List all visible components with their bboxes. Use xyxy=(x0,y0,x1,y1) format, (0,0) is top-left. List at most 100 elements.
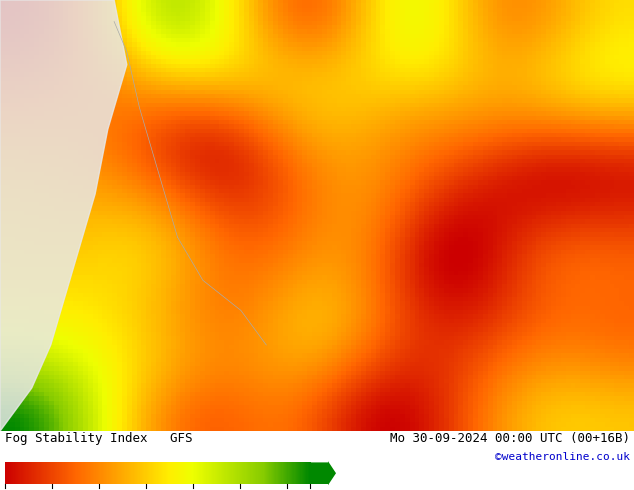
Bar xyxy=(150,463,152,484)
Bar xyxy=(179,463,181,484)
Bar xyxy=(243,463,245,484)
Bar xyxy=(13,463,15,484)
Bar xyxy=(56,463,58,484)
Bar xyxy=(266,463,268,484)
Bar xyxy=(99,463,101,484)
Bar xyxy=(136,463,138,484)
Bar xyxy=(202,463,204,484)
Bar xyxy=(39,463,40,484)
Bar xyxy=(214,463,215,484)
Bar xyxy=(199,463,201,484)
Bar xyxy=(103,463,105,484)
Bar xyxy=(98,463,100,484)
Bar xyxy=(120,463,122,484)
Bar xyxy=(92,463,94,484)
Bar xyxy=(157,463,159,484)
Bar xyxy=(228,463,230,484)
Bar xyxy=(54,463,56,484)
Bar xyxy=(250,463,252,484)
Bar xyxy=(268,463,270,484)
Bar xyxy=(141,463,143,484)
Bar xyxy=(126,463,127,484)
Bar xyxy=(110,463,112,484)
Bar xyxy=(152,463,153,484)
Bar xyxy=(6,463,8,484)
Bar xyxy=(50,463,52,484)
Bar xyxy=(249,463,251,484)
Bar xyxy=(295,463,296,484)
Bar xyxy=(279,463,281,484)
Bar xyxy=(161,463,163,484)
Bar xyxy=(183,463,184,484)
Bar xyxy=(297,463,299,484)
Bar xyxy=(44,463,46,484)
Bar xyxy=(207,463,209,484)
Bar xyxy=(5,463,7,484)
Bar xyxy=(115,463,116,484)
Bar xyxy=(176,463,177,484)
Bar xyxy=(16,463,17,484)
Bar xyxy=(65,463,67,484)
Bar xyxy=(222,463,224,484)
Bar xyxy=(265,463,266,484)
Bar xyxy=(298,463,300,484)
Text: ©weatheronline.co.uk: ©weatheronline.co.uk xyxy=(495,452,630,462)
Bar xyxy=(181,463,183,484)
Bar xyxy=(149,463,151,484)
Bar xyxy=(218,463,220,484)
Bar xyxy=(89,463,91,484)
Bar xyxy=(145,463,146,484)
Bar xyxy=(39,463,41,484)
Bar xyxy=(131,463,133,484)
Bar xyxy=(264,463,265,484)
Bar xyxy=(245,463,246,484)
Bar xyxy=(187,463,189,484)
Bar xyxy=(58,463,59,484)
Bar xyxy=(72,463,74,484)
Bar xyxy=(229,463,231,484)
Bar xyxy=(195,463,196,484)
Bar xyxy=(167,463,169,484)
Bar xyxy=(22,463,23,484)
Bar xyxy=(235,463,236,484)
Bar xyxy=(180,463,182,484)
Bar xyxy=(133,463,134,484)
Bar xyxy=(118,463,120,484)
Bar xyxy=(283,463,284,484)
Bar xyxy=(31,463,33,484)
Bar xyxy=(206,463,208,484)
Bar xyxy=(69,463,71,484)
Bar xyxy=(299,463,301,484)
Bar xyxy=(127,463,129,484)
Bar xyxy=(190,463,191,484)
Bar xyxy=(216,463,217,484)
Bar xyxy=(272,463,273,484)
Bar xyxy=(47,463,48,484)
Bar xyxy=(116,463,117,484)
Bar xyxy=(154,463,155,484)
Bar xyxy=(284,463,285,484)
Bar xyxy=(8,463,9,484)
Bar xyxy=(275,463,277,484)
Bar xyxy=(96,463,97,484)
Bar xyxy=(28,463,29,484)
Bar xyxy=(219,463,221,484)
Bar xyxy=(253,463,254,484)
Bar xyxy=(158,463,160,484)
Bar xyxy=(247,463,249,484)
Bar xyxy=(101,463,103,484)
Bar xyxy=(305,463,307,484)
Bar xyxy=(287,463,289,484)
Bar xyxy=(148,463,150,484)
Bar xyxy=(241,463,243,484)
Bar xyxy=(67,463,68,484)
Bar xyxy=(172,463,174,484)
Bar xyxy=(257,463,259,484)
Bar xyxy=(307,463,309,484)
Bar xyxy=(226,463,228,484)
Bar xyxy=(53,463,55,484)
Bar xyxy=(157,463,158,484)
Bar xyxy=(197,463,198,484)
Bar xyxy=(178,463,179,484)
Bar xyxy=(135,463,136,484)
